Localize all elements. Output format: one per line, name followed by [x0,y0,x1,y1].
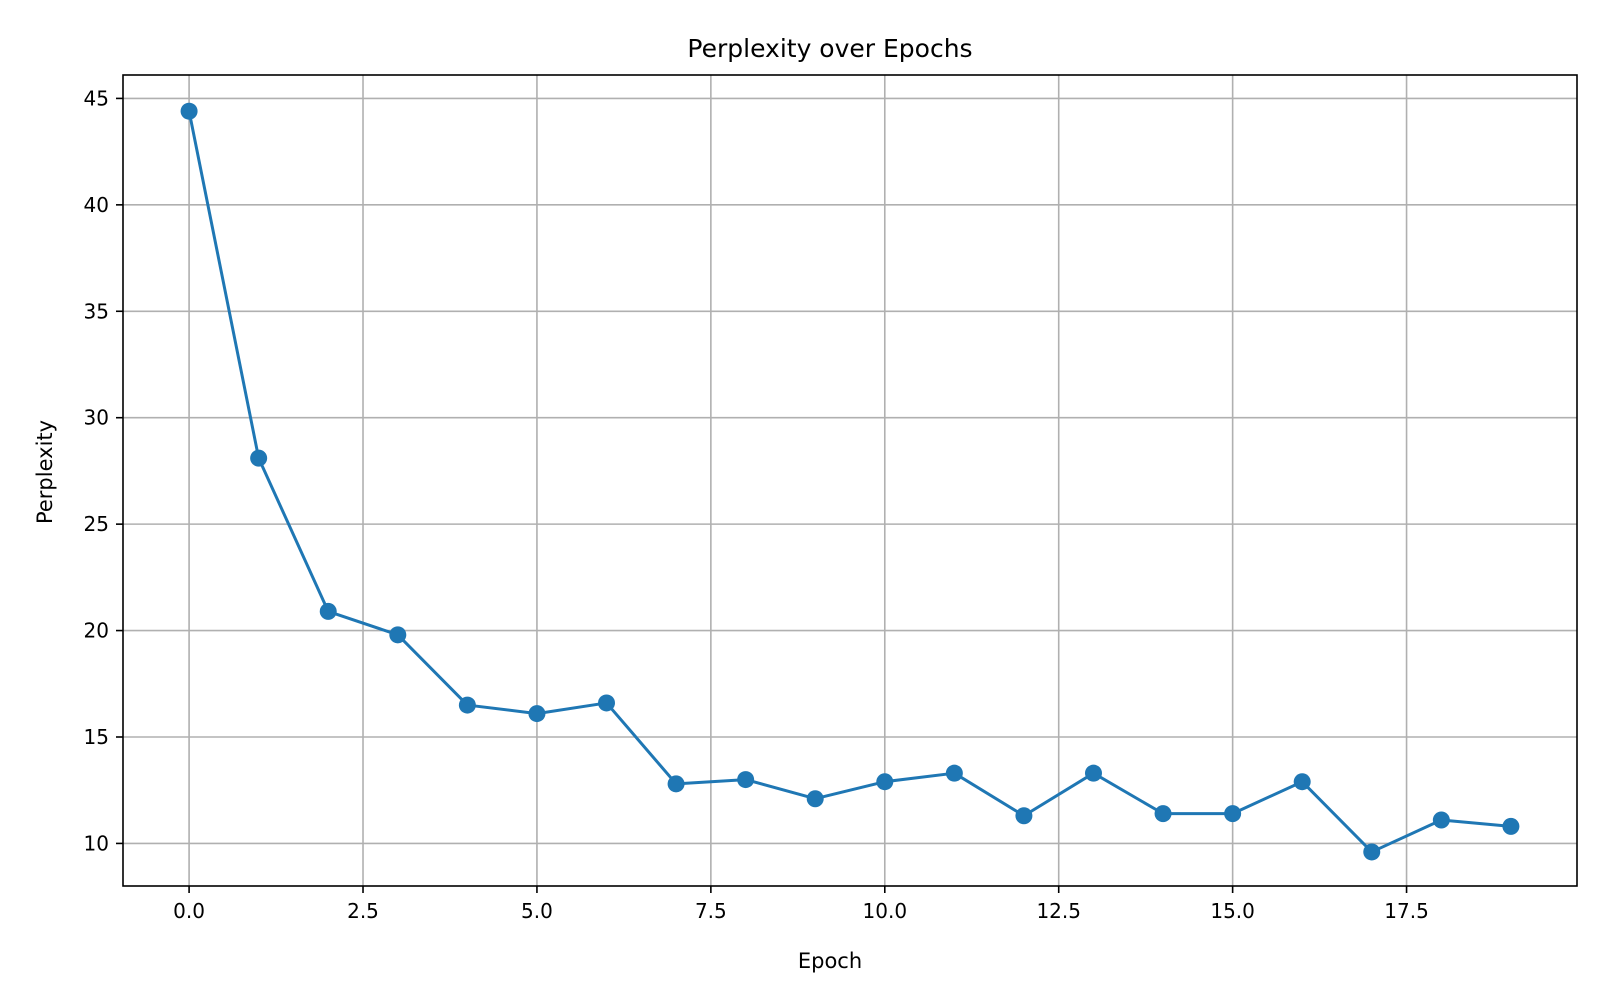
data-point [1224,805,1242,823]
data-point [1502,817,1520,835]
data-point [806,790,824,808]
data-point [598,694,616,712]
data-point [1432,811,1450,829]
x-tick-label: 15.0 [1210,899,1255,923]
y-tick-label: 25 [84,512,109,536]
data-point [1154,805,1172,823]
data-point [1015,807,1033,825]
data-point [389,626,407,644]
data-point [319,602,337,620]
series-line [187,109,1513,854]
x-tick-label: 5.0 [521,899,553,923]
x-tick-label: 10.0 [863,899,908,923]
data-point [528,705,546,723]
x-tick-label: 0.0 [173,899,205,923]
data-point [876,773,894,791]
data-point [737,771,755,789]
y-tick-label: 45 [84,86,109,110]
data-point [458,696,476,714]
y-tick-label: 35 [84,299,109,323]
x-tick-label: 12.5 [1036,899,1081,923]
data-point [180,102,198,120]
y-tick-label: 10 [84,831,109,855]
data-point [1084,764,1102,782]
data-point [1293,773,1311,791]
axes: 0.0 2.5 5.0 7.5 10.0 12.5 15.0 17.5 10 15 20 25 30 35… [84,74,1578,923]
x-tick-label: 2.5 [347,899,379,923]
data-point [667,775,685,793]
y-tick-label: 40 [84,193,109,217]
y-tick-label: 15 [84,725,109,749]
data-point [250,449,268,467]
grid-lines [123,75,1577,886]
data-point [1363,843,1381,861]
x-tick-label: 17.5 [1384,899,1429,923]
y-tick-label: 20 [84,619,109,643]
data-point [945,764,963,782]
plot-frame [122,74,1578,887]
data-series [180,102,1520,861]
y-axis-label: Perplexity [33,420,57,524]
chart-title: Perplexity over Epochs [687,34,972,63]
x-tick-label: 7.5 [695,899,727,923]
x-axis-label: Epoch [798,949,862,973]
y-tick-label: 30 [84,406,109,430]
